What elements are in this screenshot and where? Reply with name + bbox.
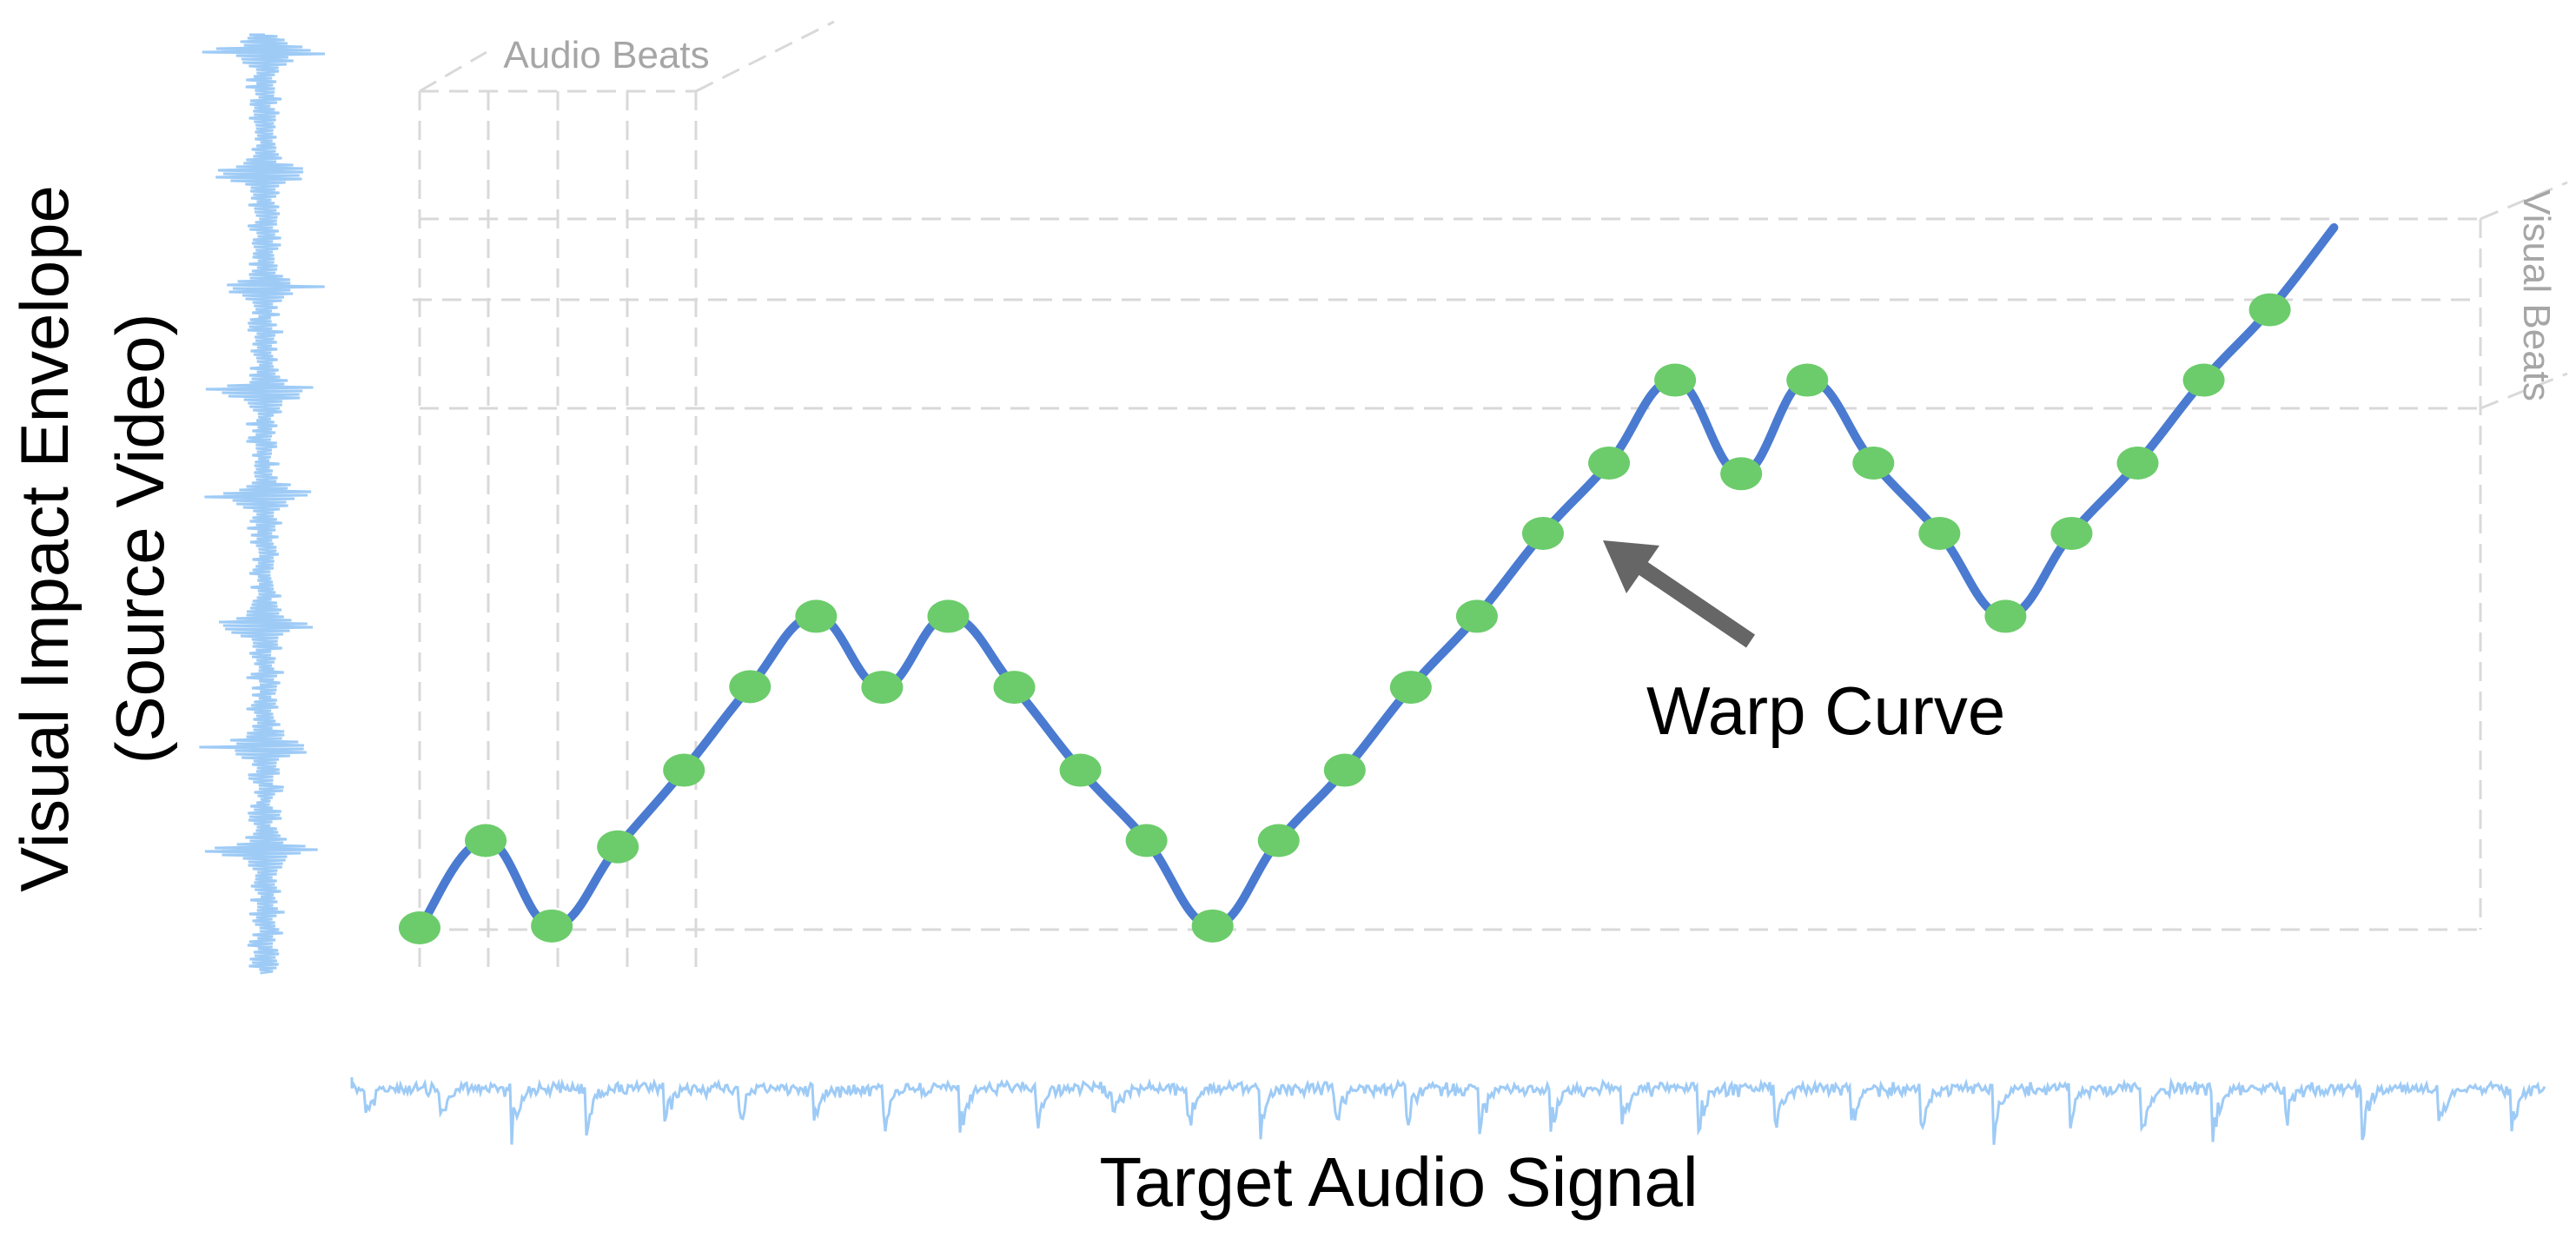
beat-marker bbox=[1654, 363, 1697, 397]
audio-beats-label: Audio Beats bbox=[503, 34, 709, 76]
beat-marker bbox=[1918, 516, 1961, 550]
beat-marker bbox=[663, 753, 705, 787]
beat-marker bbox=[1257, 824, 1300, 857]
audio-beats-perspective-line bbox=[695, 20, 835, 93]
beat-marker bbox=[1852, 446, 1895, 480]
beat-marker bbox=[1786, 363, 1829, 397]
warp-curve-line bbox=[415, 222, 2339, 932]
beat-marker bbox=[2116, 446, 2159, 480]
beat-marker bbox=[1588, 446, 1631, 480]
arrow-head bbox=[1603, 540, 1659, 593]
beat-marker bbox=[1323, 753, 1366, 787]
visual-beats-perspective-line bbox=[2480, 372, 2568, 410]
visual-beats-perspective-line bbox=[2480, 181, 2568, 221]
beat-marker bbox=[795, 599, 838, 633]
beat-marker bbox=[1984, 599, 2027, 633]
beat-marker bbox=[2248, 293, 2291, 327]
beat-grid bbox=[413, 20, 2568, 977]
beat-marker bbox=[2050, 516, 2093, 550]
visual-beats-label: Visual Beats bbox=[2515, 189, 2558, 401]
beat-marker bbox=[531, 909, 573, 943]
y-axis-label-line1: Visual Impact Envelope bbox=[6, 185, 83, 892]
beat-marker bbox=[1059, 753, 1102, 787]
beat-marker bbox=[1720, 457, 1763, 491]
beat-marker bbox=[861, 671, 904, 705]
beat-marker bbox=[1125, 824, 1168, 857]
warp-curve-arrow bbox=[1603, 540, 1756, 648]
warp-curve-label: Warp Curve bbox=[1646, 672, 2005, 749]
beat-marker bbox=[1455, 599, 1498, 633]
visual-impact-waveform bbox=[199, 33, 326, 975]
beat-marker bbox=[399, 911, 440, 944]
x-axis-label: Target Audio Signal bbox=[1099, 1143, 1698, 1221]
beat-marker bbox=[597, 830, 639, 864]
beat-marker bbox=[1521, 516, 1564, 550]
arrow-shaft bbox=[1632, 558, 1756, 648]
target-audio-waveform bbox=[350, 1076, 2546, 1145]
beat-marker bbox=[2182, 363, 2225, 397]
beat-marker bbox=[927, 599, 970, 633]
beat-marker bbox=[465, 824, 507, 857]
audio-beats-perspective-line bbox=[419, 50, 487, 93]
beat-marker bbox=[1389, 671, 1432, 705]
y-axis-label-line2: (Source Video) bbox=[102, 314, 178, 765]
beat-marker bbox=[993, 671, 1036, 705]
beat-marker bbox=[1191, 909, 1234, 943]
beat-markers bbox=[399, 293, 2291, 944]
beat-marker bbox=[729, 670, 771, 704]
